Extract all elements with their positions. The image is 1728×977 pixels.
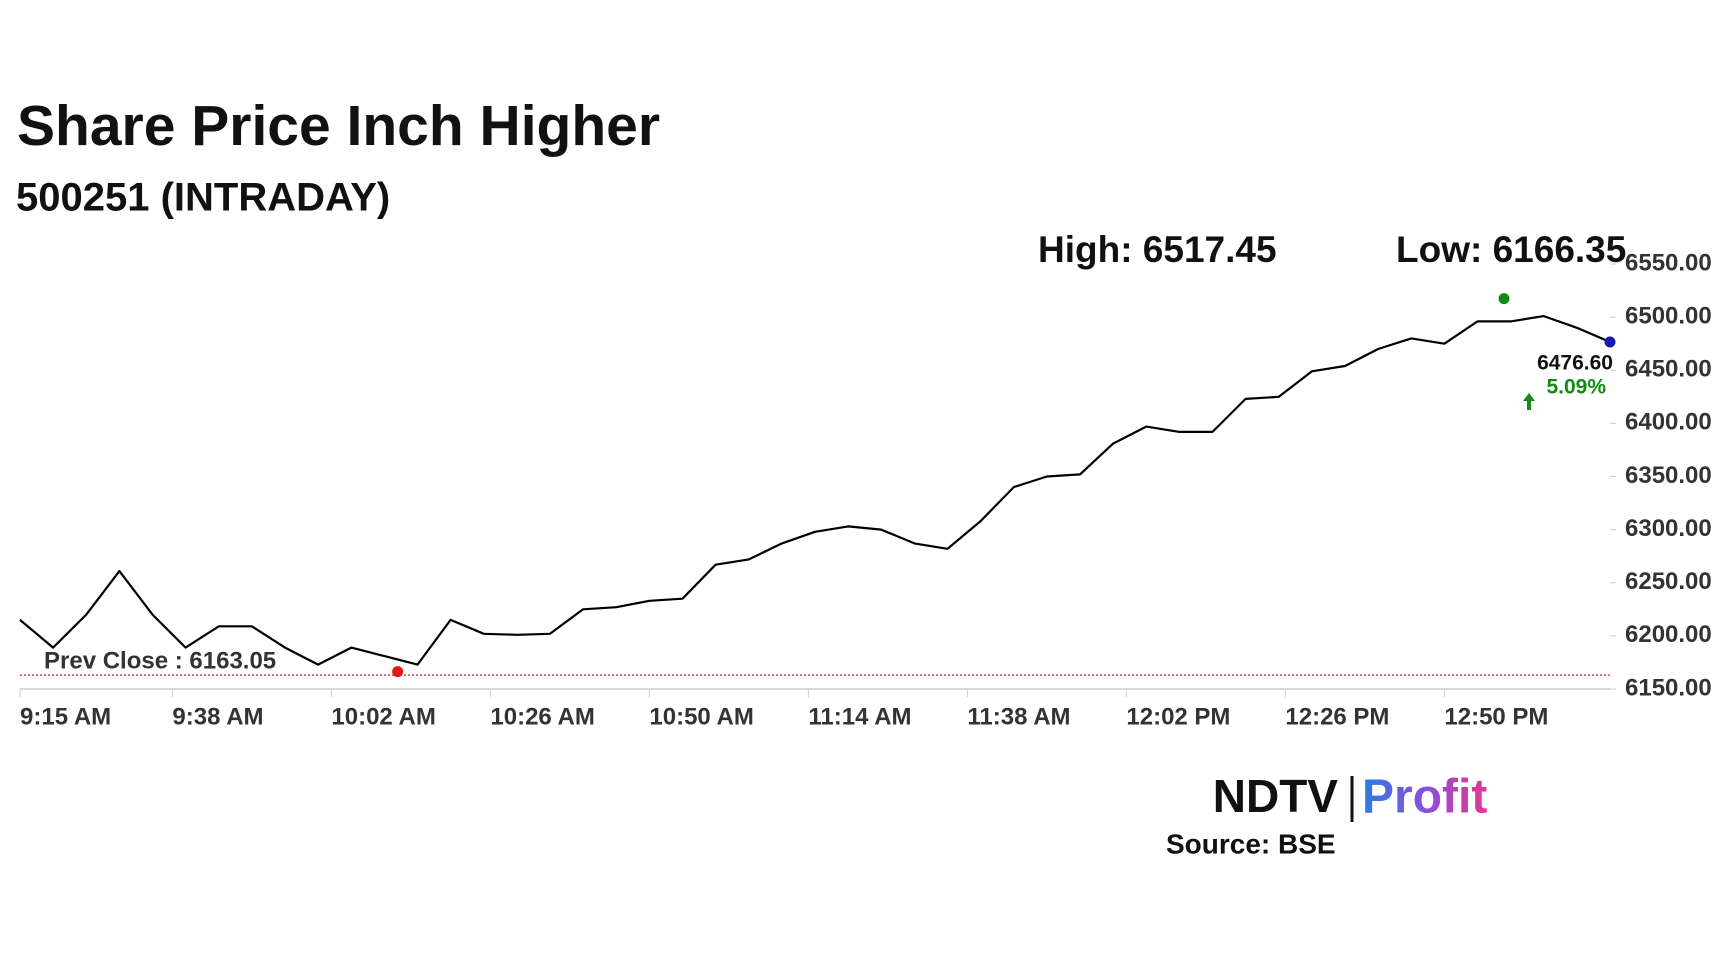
y-tick-label: 6450.00	[1625, 356, 1712, 383]
y-tick-label: 6400.00	[1625, 409, 1712, 436]
x-tick-label: 9:38 AM	[172, 703, 263, 730]
y-tick-label: 6150.00	[1625, 674, 1712, 701]
y-tick-label: 6500.00	[1625, 302, 1712, 329]
high-marker	[1498, 293, 1510, 305]
prev-close-label: Prev Close : 6163.05	[44, 647, 276, 674]
y-tick-label: 6350.00	[1625, 462, 1712, 489]
x-tick-label: 10:02 AM	[331, 703, 435, 730]
x-tick-label: 9:15 AM	[20, 703, 111, 730]
high-label: High: 6517.45	[1038, 229, 1277, 270]
x-tick-label: 10:50 AM	[649, 703, 753, 730]
last-marker	[1604, 336, 1616, 348]
y-tick-label: 6200.00	[1625, 621, 1712, 648]
x-tick-label: 10:26 AM	[490, 703, 594, 730]
low-label: Low: 6166.35	[1396, 229, 1626, 270]
x-tick-label: 11:38 AM	[967, 703, 1070, 730]
x-tick-label: 12:02 PM	[1126, 703, 1230, 730]
source: Source: BSE	[1166, 828, 1336, 859]
x-tick-label: 12:50 PM	[1444, 703, 1548, 730]
up-arrow	[1523, 393, 1535, 410]
logo-ndtv: NDTV	[1213, 770, 1339, 822]
x-tick-label: 12:26 PM	[1285, 703, 1389, 730]
y-tick-label: 6300.00	[1625, 515, 1712, 542]
y-tick-label: 6250.00	[1625, 568, 1712, 595]
logo-profit: Profit	[1362, 771, 1487, 824]
change-label: 5.09%	[1546, 376, 1606, 399]
y-tick-label: 6550.00	[1625, 249, 1712, 276]
chart-title: Share Price Inch Higher	[17, 94, 660, 158]
x-tick-label: 11:14 AM	[808, 703, 911, 730]
price-line	[19, 315, 1611, 666]
last-price-label: 6476.60	[1537, 352, 1613, 375]
low-marker	[392, 666, 404, 678]
chart-subtitle: 500251 (INTRADAY)	[16, 176, 390, 220]
